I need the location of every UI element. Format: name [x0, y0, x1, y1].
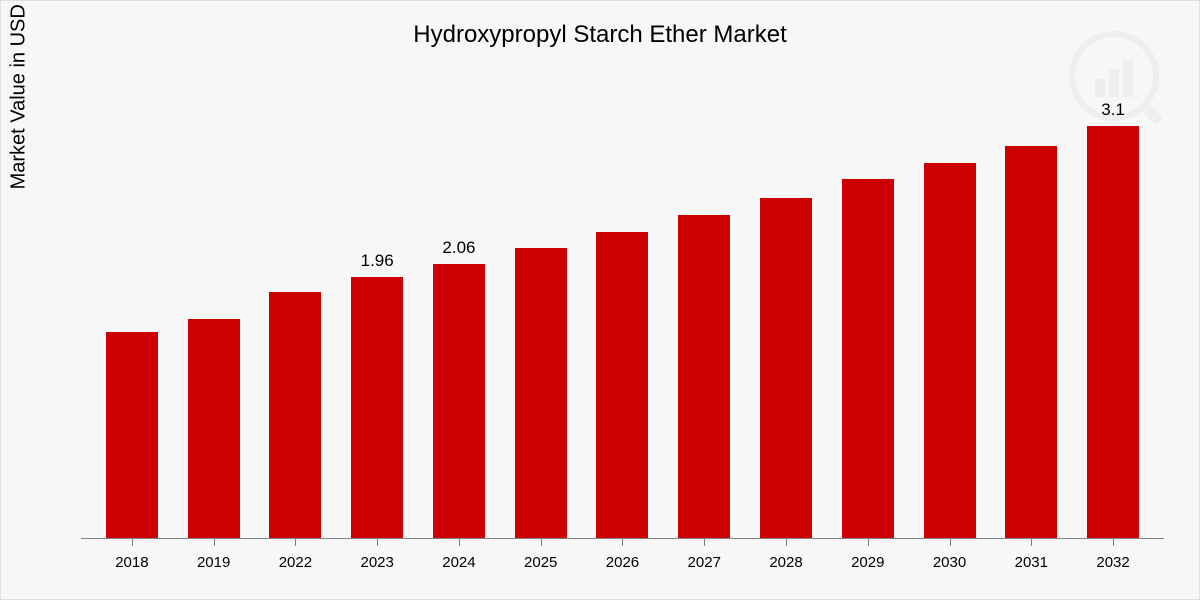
bar-value-label: 3.1 — [1101, 100, 1125, 120]
x-axis-label: 2031 — [990, 554, 1072, 571]
x-axis-label: 2029 — [827, 554, 909, 571]
x-axis-label: 2025 — [500, 554, 582, 571]
bar-group — [745, 86, 827, 538]
tick-mark — [786, 538, 787, 546]
bar — [106, 332, 158, 538]
bars-wrapper: 1.96 2.06 3.1 — [81, 86, 1164, 538]
tick-mark — [868, 538, 869, 546]
bar-group: 1.96 — [336, 86, 418, 538]
bar-group — [500, 86, 582, 538]
bar-value-label: 2.06 — [442, 238, 475, 258]
bar-group — [582, 86, 664, 538]
bar — [760, 198, 812, 538]
bar — [842, 179, 894, 538]
bar-group — [91, 86, 173, 538]
tick-mark — [459, 538, 460, 546]
x-axis-label: 2026 — [582, 554, 664, 571]
bar-group — [255, 86, 337, 538]
bar-value-label: 1.96 — [361, 251, 394, 271]
tick-mark — [1031, 538, 1032, 546]
bar — [351, 277, 403, 538]
bar — [433, 264, 485, 538]
tick-mark — [214, 538, 215, 546]
tick-mark — [132, 538, 133, 546]
bar-group — [663, 86, 745, 538]
bar — [269, 292, 321, 538]
x-axis-label: 2028 — [745, 554, 827, 571]
bar — [596, 232, 648, 538]
chart-container: Hydroxypropyl Starch Ether Market Market… — [0, 0, 1200, 600]
bar — [1087, 126, 1139, 538]
bar-group — [990, 86, 1072, 538]
x-axis-label: 2018 — [91, 554, 173, 571]
x-axis-label: 2019 — [173, 554, 255, 571]
tick-mark — [377, 538, 378, 546]
tick-mark — [704, 538, 705, 546]
bar-group: 2.06 — [418, 86, 500, 538]
y-axis-label: Market Value in USD Billion — [8, 0, 31, 189]
bar — [515, 248, 567, 538]
bar-group — [173, 86, 255, 538]
bar — [924, 163, 976, 538]
chart-title: Hydroxypropyl Starch Ether Market — [1, 1, 1199, 59]
x-axis-label: 2023 — [336, 554, 418, 571]
bar — [678, 215, 730, 538]
x-axis-label: 2022 — [255, 554, 337, 571]
x-axis-label: 2027 — [663, 554, 745, 571]
x-axis-label: 2030 — [909, 554, 991, 571]
tick-mark — [541, 538, 542, 546]
tick-mark — [295, 538, 296, 546]
tick-mark — [1113, 538, 1114, 546]
tick-mark — [622, 538, 623, 546]
tick-mark — [950, 538, 951, 546]
x-axis-label: 2024 — [418, 554, 500, 571]
plot-area: 1.96 2.06 3.1 — [81, 86, 1164, 539]
bar-group: 3.1 — [1072, 86, 1154, 538]
bar — [1005, 146, 1057, 538]
x-axis-label: 2032 — [1072, 554, 1154, 571]
x-axis-labels: 2018201920222023202420252026202720282029… — [81, 554, 1164, 571]
bar-group — [827, 86, 909, 538]
bar — [188, 319, 240, 538]
bar-group — [909, 86, 991, 538]
